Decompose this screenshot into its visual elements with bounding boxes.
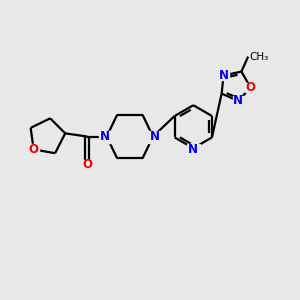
Bar	[187, 144, 200, 156]
Text: N: N	[219, 69, 229, 82]
Bar	[99, 130, 112, 142]
Text: N: N	[100, 130, 110, 143]
Text: O: O	[29, 143, 39, 156]
Bar	[28, 144, 39, 154]
Bar	[218, 70, 229, 80]
Text: N: N	[149, 130, 160, 143]
Text: CH₃: CH₃	[250, 52, 269, 61]
Bar	[82, 160, 93, 170]
Text: N: N	[233, 94, 243, 107]
Bar	[233, 96, 243, 106]
Text: N: N	[188, 143, 198, 156]
Text: O: O	[82, 158, 92, 171]
Text: O: O	[245, 81, 256, 94]
Bar	[245, 82, 256, 92]
Bar	[148, 130, 161, 142]
